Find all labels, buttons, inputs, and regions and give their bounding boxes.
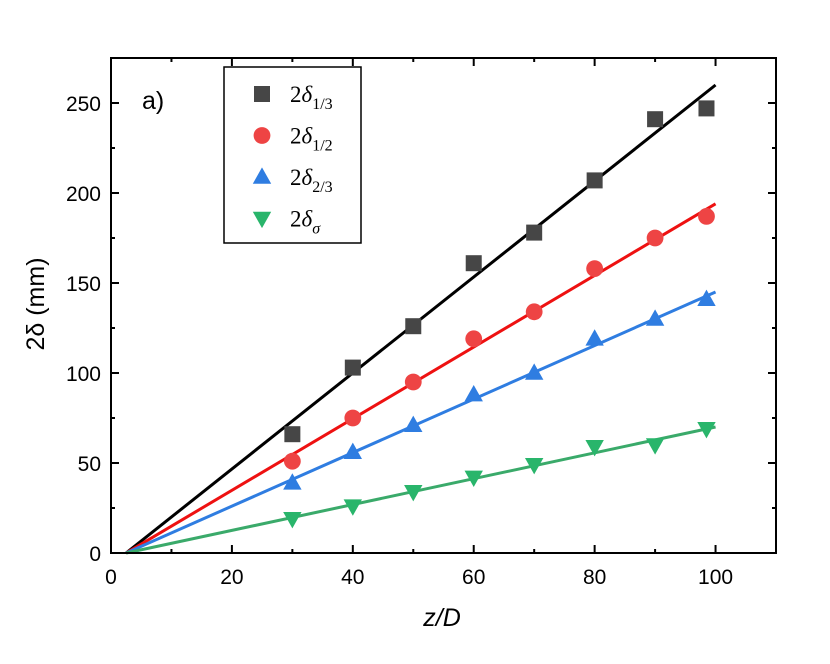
x-tick-label: 20 — [220, 566, 243, 589]
data-point-series-2 — [344, 409, 362, 427]
panel-label: a) — [142, 87, 164, 115]
data-point-series-2 — [465, 330, 483, 348]
x-axis-title: z/D — [422, 604, 461, 632]
y-tick-label: 150 — [66, 273, 101, 296]
data-point-series-1 — [586, 172, 603, 189]
data-point-series-2 — [283, 452, 301, 470]
legend-marker-4 — [252, 211, 272, 229]
data-point-series-3 — [697, 289, 716, 306]
data-point-series-3 — [404, 415, 423, 432]
data-point-series-2 — [525, 303, 543, 321]
data-point-series-3 — [585, 329, 604, 346]
legend: 2δ1/3 2δ1/2 2δ2/3 2δσ — [223, 66, 362, 244]
data-point-series-3 — [524, 363, 544, 380]
legend-marker-2 — [253, 127, 271, 144]
legend-label-3: 2δ2/3 — [290, 165, 333, 196]
data-markers — [283, 100, 716, 529]
data-point-series-4 — [343, 499, 363, 516]
legend-label-1: 2δ1/3 — [290, 82, 333, 113]
y-tick-label: 250 — [66, 93, 101, 116]
data-point-series-4 — [645, 438, 665, 455]
data-point-series-1 — [284, 426, 301, 443]
x-tick-label: 40 — [341, 566, 364, 589]
data-point-series-2 — [404, 373, 422, 391]
data-point-series-1 — [465, 255, 482, 272]
x-tick-label: 0 — [105, 566, 117, 589]
data-point-series-2 — [646, 229, 664, 247]
fit-line-series-3 — [125, 290, 717, 555]
legend-label-2: 2δ1/2 — [290, 124, 333, 155]
data-point-series-4 — [464, 470, 483, 487]
legend-box — [223, 66, 362, 244]
data-point-series-4 — [585, 440, 604, 457]
data-point-series-3 — [645, 309, 665, 326]
data-point-series-3 — [283, 473, 302, 490]
data-point-series-2 — [586, 260, 604, 277]
legend-marker-1 — [254, 86, 270, 102]
x-tick-label: 80 — [583, 566, 606, 589]
data-point-series-1 — [647, 111, 664, 128]
data-point-series-4 — [697, 422, 716, 439]
data-point-series-1 — [405, 318, 422, 335]
axis-ticks: 0 20 40 60 80 100 0 50 100 150 200 250 — [66, 58, 776, 589]
data-point-series-4 — [404, 485, 423, 502]
y-tick-label: 50 — [78, 453, 101, 476]
y-axis-title: 2δ (mm) — [22, 257, 50, 350]
data-point-series-1 — [344, 359, 361, 376]
data-point-series-4 — [524, 458, 544, 475]
plot-frame — [110, 57, 777, 554]
data-point-series-3 — [464, 385, 483, 402]
data-point-series-1 — [526, 224, 543, 241]
data-point-series-3 — [343, 442, 363, 459]
y-tick-label: 100 — [66, 363, 101, 386]
y-tick-label: 200 — [66, 183, 101, 206]
y-tick-label: 0 — [89, 543, 101, 566]
fit-line-series-4 — [125, 425, 716, 555]
legend-marker-3 — [252, 167, 272, 184]
data-point-series-4 — [283, 512, 302, 529]
data-point-series-2 — [698, 208, 715, 225]
data-point-series-1 — [698, 100, 715, 117]
x-tick-label: 60 — [462, 566, 485, 589]
legend-label-4: 2δσ — [290, 207, 321, 238]
x-tick-label: 100 — [698, 566, 733, 589]
